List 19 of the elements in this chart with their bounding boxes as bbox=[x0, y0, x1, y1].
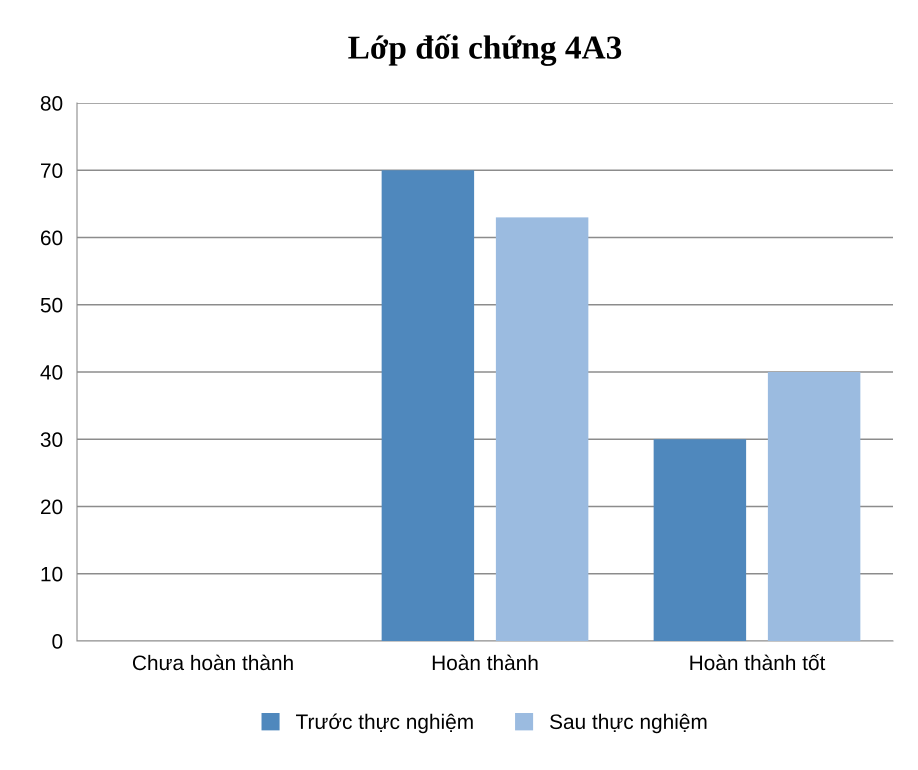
y-tick-label: 60 bbox=[41, 230, 62, 246]
y-tick-label: 10 bbox=[42, 566, 62, 582]
bar bbox=[382, 170, 474, 641]
legend-label: Sau thực nghiệm bbox=[550, 714, 706, 734]
bar bbox=[496, 217, 588, 641]
bar bbox=[654, 439, 746, 641]
y-tick-label: 80 bbox=[40, 96, 62, 111]
y-tick-label: 0 bbox=[52, 634, 62, 649]
y-tick-label: 70 bbox=[41, 163, 62, 178]
y-tick-label: 30 bbox=[40, 432, 62, 448]
legend-label: Trước thực nghiệm bbox=[296, 714, 473, 734]
x-tick-label: Hoàn thành tốt bbox=[690, 654, 826, 670]
x-tick-label: Hoàn thành bbox=[432, 654, 538, 670]
chart-title: Lớp đối chứng 4A3 bbox=[348, 34, 622, 66]
y-tick-label: 40 bbox=[40, 365, 62, 380]
bar bbox=[768, 372, 860, 641]
y-tick-label: 20 bbox=[40, 500, 62, 514]
y-tick-label: 50 bbox=[40, 298, 62, 313]
x-tick-label: Chưa hoàn thành bbox=[132, 654, 293, 670]
